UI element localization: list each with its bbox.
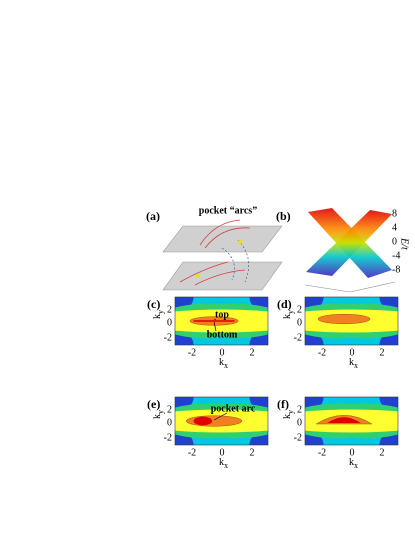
- x-tick-label: 2: [380, 447, 385, 458]
- base: k: [349, 357, 354, 368]
- base: k: [349, 457, 354, 468]
- y-axis-label: ky: [282, 310, 295, 319]
- base: k: [219, 457, 224, 468]
- tick-label: 0: [392, 236, 397, 247]
- y-tick-label: -2: [164, 432, 172, 443]
- axis-label: E/t: [399, 237, 410, 250]
- connector: [221, 239, 250, 283]
- arrow: [213, 412, 228, 421]
- frame: [304, 296, 399, 346]
- sub: x: [354, 461, 358, 470]
- box-edge: [304, 281, 396, 293]
- base: k: [152, 414, 163, 419]
- x-tick-label: -2: [318, 347, 326, 358]
- y-tick-label: 0: [297, 417, 302, 428]
- base: k: [219, 357, 224, 368]
- annotation: top: [215, 309, 229, 320]
- panel-a: (a) pocket “arcs”: [146, 205, 283, 291]
- base: k: [152, 314, 163, 319]
- node: [196, 274, 200, 278]
- band: [306, 210, 392, 276]
- y-tick-label: -2: [164, 332, 172, 343]
- tick-label: -4: [392, 250, 400, 261]
- y-tick-label: 0: [297, 317, 302, 328]
- y-tick-label: 0: [167, 317, 172, 328]
- x-axis-label: kx: [219, 357, 228, 370]
- sub: y: [156, 410, 165, 414]
- x-tick-label: 2: [380, 347, 385, 358]
- y-tick-label: 2: [297, 404, 302, 415]
- sub: y: [286, 410, 295, 414]
- x-tick-label: -2: [188, 347, 196, 358]
- sub: x: [224, 361, 228, 370]
- x-tick-label: 0: [220, 347, 225, 358]
- y-tick-label: 0: [167, 417, 172, 428]
- x-tick-label: -2: [188, 447, 196, 458]
- base: k: [282, 414, 293, 419]
- sub: y: [156, 310, 165, 314]
- x-tick-label: 2: [250, 447, 255, 458]
- x-axis-label: kx: [349, 357, 358, 370]
- panel-label: (b): [276, 209, 291, 223]
- x-axis-label: kx: [349, 457, 358, 470]
- contour-map: [175, 297, 268, 345]
- y-tick-label: -2: [294, 332, 302, 343]
- y-axis-label: ky: [152, 410, 165, 419]
- panel-label: (f): [277, 397, 289, 411]
- arrow: [213, 321, 217, 332]
- tick-label: -8: [392, 264, 400, 275]
- sub: x: [354, 361, 358, 370]
- node: [238, 240, 242, 244]
- contour-map: [305, 397, 398, 445]
- panel-label: (e): [147, 397, 160, 411]
- bottom-plane: [162, 261, 283, 291]
- x-tick-label: 0: [350, 447, 355, 458]
- panel-label: (a): [146, 209, 160, 223]
- y-tick-label: 2: [167, 404, 172, 415]
- sub: x: [224, 461, 228, 470]
- contour-map: [305, 297, 398, 345]
- y-axis-label: ky: [152, 310, 165, 319]
- panel-label: (c): [147, 297, 160, 311]
- arc-bottom: [179, 261, 246, 286]
- top-plane: [162, 225, 283, 253]
- x-tick-label: 0: [350, 347, 355, 358]
- frame: [174, 296, 269, 346]
- sub: y: [286, 310, 295, 314]
- annotation: pocket arc: [211, 403, 256, 414]
- x-tick-label: -2: [318, 447, 326, 458]
- contour-map: [175, 397, 268, 445]
- frame: [304, 396, 399, 446]
- level: [327, 417, 361, 423]
- tick-label: 4: [392, 222, 397, 233]
- arrow: [213, 318, 217, 321]
- tick-label: 8: [392, 208, 397, 219]
- x-axis-label: kx: [219, 457, 228, 470]
- arc-top: [199, 219, 251, 249]
- y-tick-label: 2: [297, 304, 302, 315]
- annotation: bottom: [207, 329, 238, 340]
- level: [193, 416, 213, 426]
- panel-b: (b) E/t 8 4 0 -4 -8: [276, 208, 410, 293]
- y-tick-label: 2: [167, 304, 172, 315]
- x-tick-label: 0: [220, 447, 225, 458]
- x-tick-label: 2: [250, 347, 255, 358]
- base: k: [282, 314, 293, 319]
- frame: [174, 396, 269, 446]
- annotation: pocket “arcs”: [199, 205, 257, 216]
- level: [317, 313, 371, 325]
- y-axis-label: ky: [282, 410, 295, 419]
- panel-label: (d): [277, 297, 292, 311]
- y-tick-label: -2: [294, 432, 302, 443]
